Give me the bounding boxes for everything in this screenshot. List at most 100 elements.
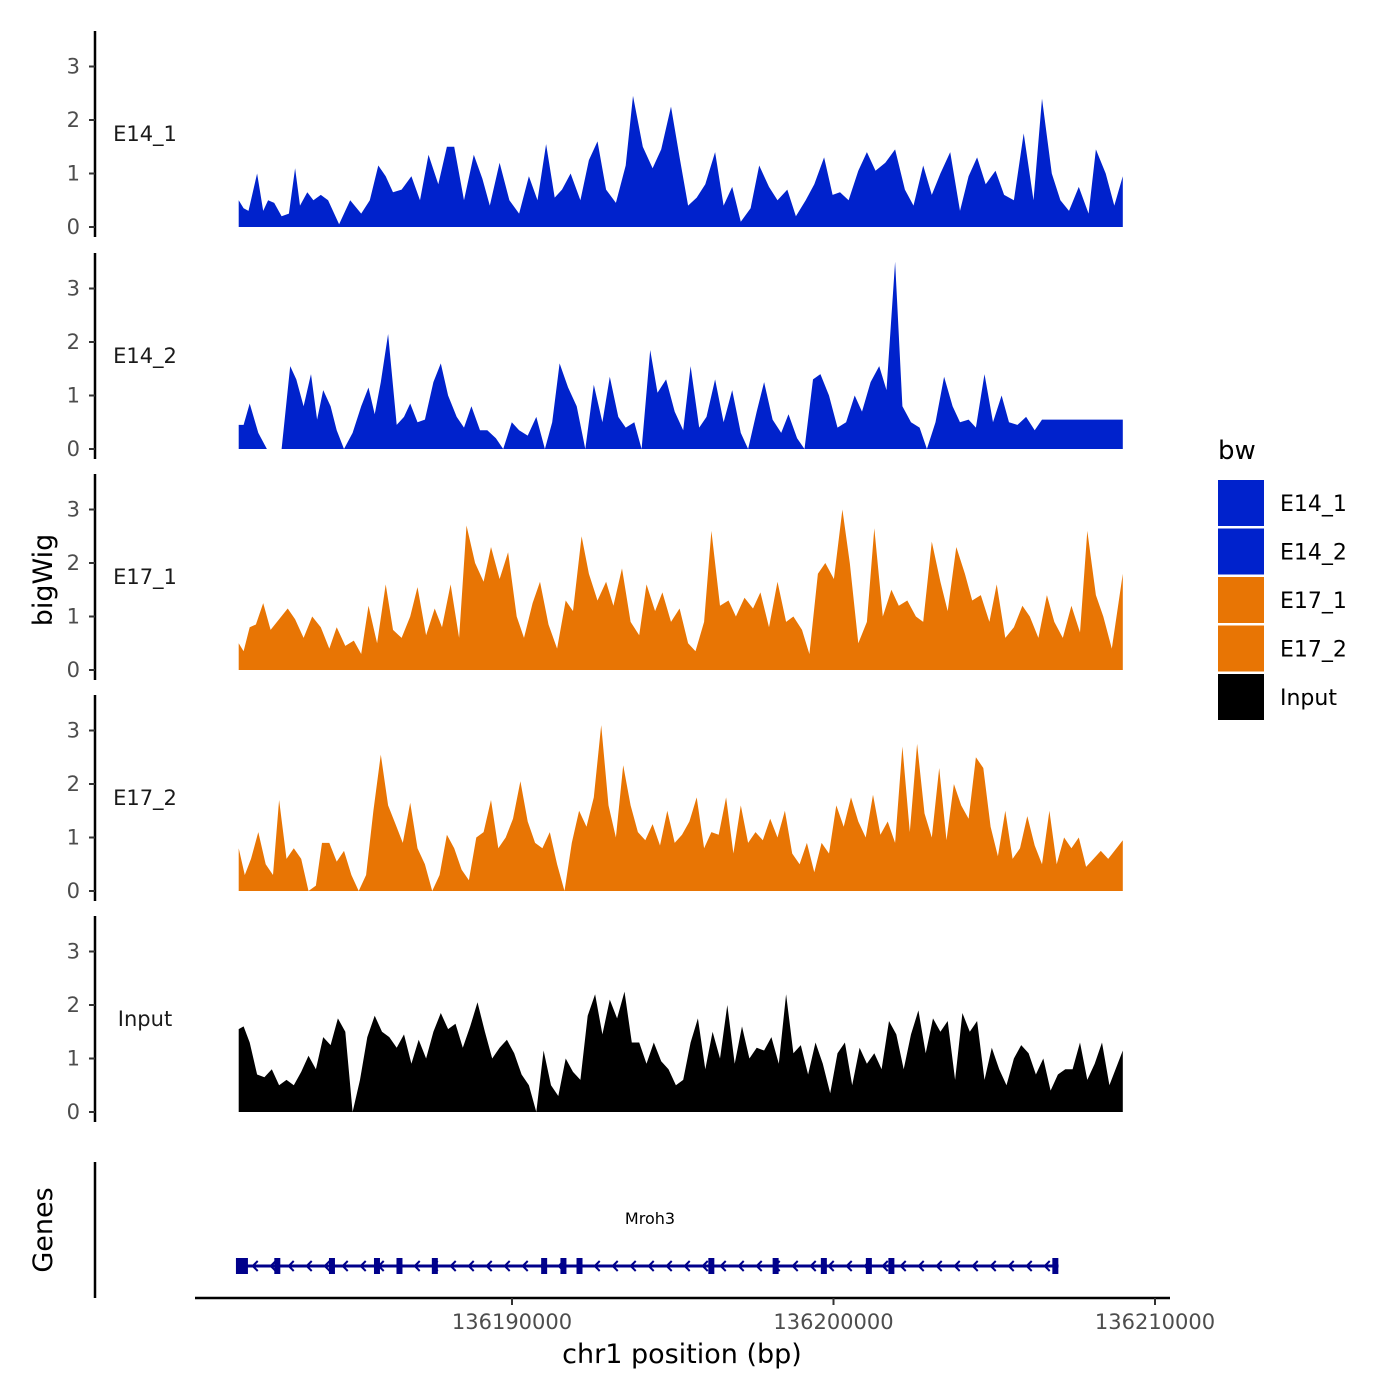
legend-label-Input: Input [1280, 686, 1337, 711]
strand-arrow [971, 1260, 979, 1272]
legend-label-E14_1: E14_1 [1280, 492, 1347, 517]
gene-panel: Mroh3 [93, 1162, 1059, 1298]
track-E14_2: 0 1 2 3 E14_2 [67, 253, 1123, 461]
exon [235, 1258, 248, 1274]
exon [1052, 1258, 1059, 1274]
strand-arrow [845, 1260, 853, 1272]
legend-title: bw [1218, 436, 1256, 466]
strand-arrow [593, 1260, 601, 1272]
signal-area-E17_1 [238, 509, 1123, 670]
x-tick-label-136210000: 136210000 [1095, 1310, 1215, 1334]
track-label-E17_1: E17_1 [113, 565, 177, 590]
y-tick-label-Input-0: 0 [67, 1100, 80, 1124]
y-tick-label-E17_2-0: 0 [67, 879, 80, 903]
strand-arrow [809, 1260, 817, 1272]
y-tick-label-E14_2-3: 3 [67, 277, 80, 301]
strand-arrow [701, 1260, 709, 1272]
strand-arrow [611, 1260, 619, 1272]
legend-swatch-E17_1 [1218, 577, 1264, 623]
strand-arrow [1025, 1260, 1033, 1272]
legend: bw E14_1 E14_2 E17_1 E17_2 Input [1218, 436, 1347, 720]
strand-arrow [251, 1260, 259, 1272]
exon [328, 1258, 335, 1274]
strand-arrow [827, 1260, 835, 1272]
exon [541, 1258, 548, 1274]
genes-axis-title: Genes [28, 1187, 59, 1272]
y-tick-label-E17_1-1: 1 [67, 605, 80, 629]
exon [865, 1258, 872, 1274]
strand-arrow [665, 1260, 673, 1272]
y-tick-label-E14_2-0: 0 [67, 437, 80, 461]
signal-area-E17_2 [238, 725, 1123, 891]
gene-model [235, 1258, 1059, 1274]
gene-label: Mroh3 [625, 1209, 675, 1228]
y-tick-label-E14_2-2: 2 [67, 330, 80, 354]
x-tick-label-136190000: 136190000 [452, 1310, 572, 1334]
strand-arrow [341, 1260, 349, 1272]
y-axis-title: bigWig [28, 534, 59, 627]
strand-arrow [719, 1260, 727, 1272]
y-tick-label-E14_1-0: 0 [67, 215, 80, 239]
signal-area-E14_2 [238, 261, 1123, 449]
exon [772, 1258, 779, 1274]
strand-arrow [647, 1260, 655, 1272]
track-label-E14_1: E14_1 [113, 122, 177, 147]
x-axis-title: chr1 position (bp) [562, 1339, 802, 1370]
x-axis: 136190000 136200000 136210000 [195, 1296, 1215, 1334]
strand-arrow [449, 1260, 457, 1272]
strand-arrow [287, 1260, 295, 1272]
track-E17_1: 0 1 2 3 E17_1 [67, 474, 1123, 682]
track-E14_1: 0 1 2 3 E14_1 [67, 31, 1123, 239]
exon [560, 1258, 567, 1274]
strand-arrow [485, 1260, 493, 1272]
exon [431, 1258, 438, 1274]
track-label-Input: Input [118, 1007, 172, 1031]
y-tick-label-Input-3: 3 [67, 940, 80, 964]
strand-arrow [935, 1260, 943, 1272]
strand-arrow [755, 1260, 763, 1272]
strand-arrow [323, 1260, 331, 1272]
strand-arrow [1043, 1260, 1051, 1272]
exon [820, 1258, 827, 1274]
track-label-E17_2: E17_2 [113, 786, 177, 811]
strand-arrow [269, 1260, 277, 1272]
y-tick-label-E17_2-3: 3 [67, 719, 80, 743]
exon [708, 1258, 715, 1274]
signal-area-Input [238, 991, 1123, 1112]
y-tick-label-E17_1-2: 2 [67, 551, 80, 575]
y-tick-label-Input-1: 1 [67, 1047, 80, 1071]
legend-swatch-Input [1218, 674, 1264, 720]
y-tick-label-E17_1-3: 3 [67, 498, 80, 522]
signal-tracks: 0 1 2 3 E14_1 0 1 2 3 E14_2 0 1 2 3 E17_1 0 1 2 3 E17_2 0 1 2 3… [67, 31, 1123, 1124]
strand-arrow [629, 1260, 637, 1272]
legend-label-E17_2: E17_2 [1280, 638, 1347, 663]
y-tick-label-E17_2-1: 1 [67, 826, 80, 850]
legend-swatch-E17_2 [1218, 625, 1264, 672]
legend-swatch-E14_2 [1218, 528, 1264, 575]
y-tick-label-E14_1-3: 3 [67, 55, 80, 79]
y-tick-label-E17_1-0: 0 [67, 658, 80, 682]
exon [576, 1258, 583, 1274]
strand-arrow [503, 1260, 511, 1272]
legend-swatch-E14_1 [1218, 480, 1264, 526]
track-E17_2: 0 1 2 3 E17_2 [67, 695, 1123, 903]
strand-arrow [881, 1260, 889, 1272]
y-tick-label-Input-2: 2 [67, 993, 80, 1017]
exon [274, 1258, 281, 1274]
exon [373, 1258, 380, 1274]
y-tick-label-E17_2-2: 2 [67, 772, 80, 796]
track-Input: 0 1 2 3 Input [67, 916, 1123, 1124]
y-tick-label-E14_1-1: 1 [67, 162, 80, 186]
strand-arrow [359, 1260, 367, 1272]
track-label-E14_2: E14_2 [113, 344, 177, 369]
x-tick-label-136200000: 136200000 [773, 1310, 893, 1334]
legend-label-E14_2: E14_2 [1280, 541, 1347, 566]
y-tick-label-E14_1-2: 2 [67, 108, 80, 132]
strand-arrow [899, 1260, 907, 1272]
strand-arrow [305, 1260, 313, 1272]
strand-arrow [737, 1260, 745, 1272]
exon [396, 1258, 403, 1274]
legend-label-E17_1: E17_1 [1280, 589, 1347, 614]
strand-arrow [791, 1260, 799, 1272]
